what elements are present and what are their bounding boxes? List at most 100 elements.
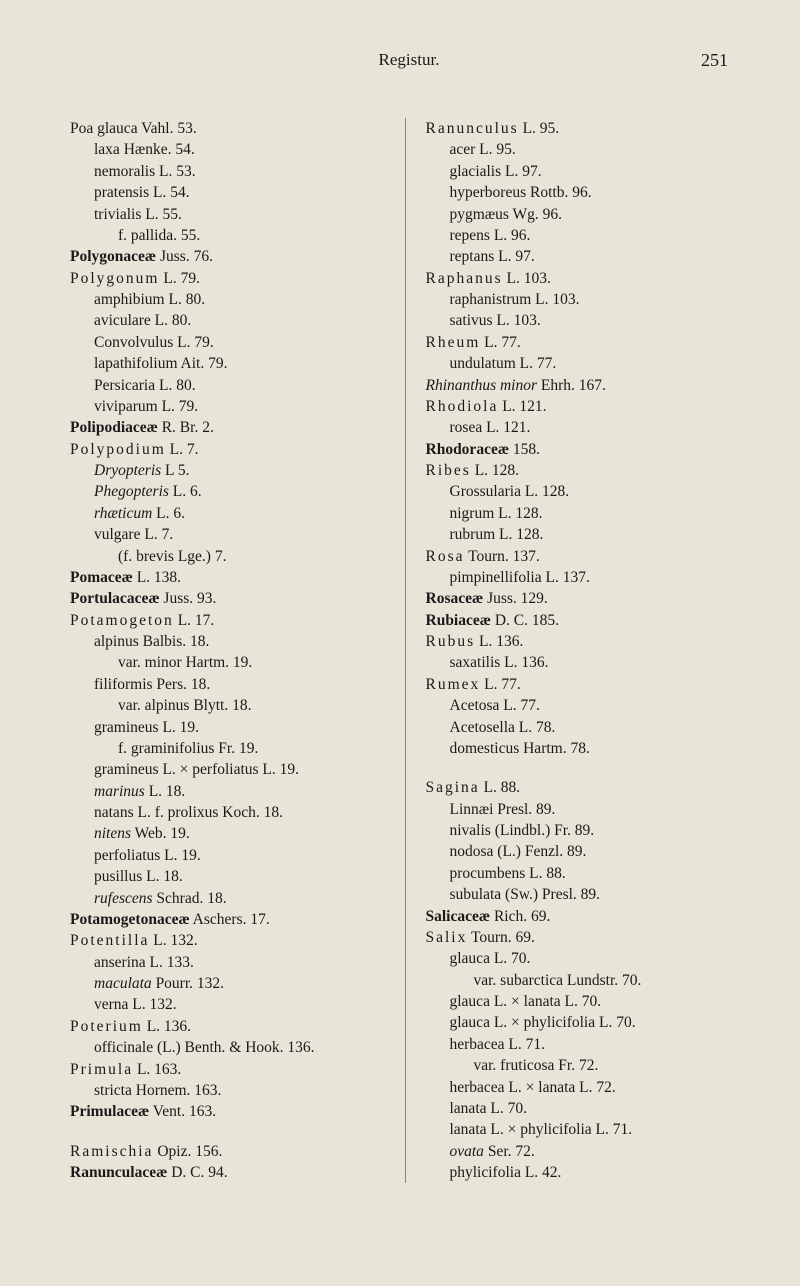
index-entry: gramineus L. 19. [70,717,393,738]
index-entry: rufescens Schrad. 18. [70,888,393,909]
index-entry: Portulacaceæ Juss. 93. [70,588,393,609]
index-entry: nemoralis L. 53. [70,161,393,182]
index-entry: Persicaria L. 80. [70,375,393,396]
index-entry: Rhodoraceæ 158. [426,439,749,460]
index-entry: Rumex L. 77. [426,674,749,695]
index-entry: nigrum L. 128. [426,503,749,524]
index-entry: Acetosa L. 77. [426,695,749,716]
index-entry: Rosaceæ Juss. 129. [426,588,749,609]
index-entry: Poa glauca Vahl. 53. [70,118,393,139]
index-entry: Polygonum L. 79. [70,268,393,289]
index-entry: gramineus L. × perfoliatus L. 19. [70,759,393,780]
index-entry: glauca L. 70. [426,948,749,969]
index-entry: verna L. 132. [70,994,393,1015]
index-entry: Dryopteris L 5. [70,460,393,481]
index-entry: glacialis L. 97. [426,161,749,182]
index-entry: lanata L. × phylicifolia L. 71. [426,1119,749,1140]
index-entry: Rhinanthus minor Ehrh. 167. [426,375,749,396]
gap [70,1123,393,1141]
page-number: 251 [701,50,728,71]
index-entry: Ranunculaceæ D. C. 94. [70,1162,393,1183]
index-entry: sativus L. 103. [426,310,749,331]
index-entry: trivialis L. 55. [70,204,393,225]
index-entry: Salix Tourn. 69. [426,927,749,948]
index-entry: pimpinellifolia L. 137. [426,567,749,588]
index-entry: saxatilis L. 136. [426,652,749,673]
index-entry: Pomaceæ L. 138. [70,567,393,588]
index-entry: Potamogetonaceæ Aschers. 17. [70,909,393,930]
index-entry: lanata L. 70. [426,1098,749,1119]
page-header: Registur. 251 [70,50,748,74]
index-entry: Rhodiola L. 121. [426,396,749,417]
index-entry: vulgare L. 7. [70,524,393,545]
index-entry: Poterium L. 136. [70,1016,393,1037]
index-entry: nivalis (Lindbl.) Fr. 89. [426,820,749,841]
index-entry: Rheum L. 77. [426,332,749,353]
columns: Poa glauca Vahl. 53.laxa Hænke. 54.nemor… [70,118,748,1183]
index-entry: lapathifolium Ait. 79. [70,353,393,374]
index-entry: procumbens L. 88. [426,863,749,884]
index-entry: Convolvulus L. 79. [70,332,393,353]
index-entry: rhæticum L. 6. [70,503,393,524]
index-entry: rubrum L. 128. [426,524,749,545]
gap [426,759,749,777]
index-entry: laxa Hænke. 54. [70,139,393,160]
index-entry: perfoliatus L. 19. [70,845,393,866]
index-entry: Ramischia Opiz. 156. [70,1141,393,1162]
index-entry: glauca L. × lanata L. 70. [426,991,749,1012]
index-entry: Ribes L. 128. [426,460,749,481]
index-entry: domesticus Hartm. 78. [426,738,749,759]
index-entry: undulatum L. 77. [426,353,749,374]
index-entry: Grossularia L. 128. [426,481,749,502]
index-entry: officinale (L.) Benth. & Hook. 136. [70,1037,393,1058]
index-entry: raphanistrum L. 103. [426,289,749,310]
index-entry: (f. brevis Lge.) 7. [70,546,393,567]
index-entry: ovata Ser. 72. [426,1141,749,1162]
index-entry: acer L. 95. [426,139,749,160]
index-entry: Raphanus L. 103. [426,268,749,289]
page: Registur. 251 Poa glauca Vahl. 53.laxa H… [0,0,800,1286]
index-entry: Phegopteris L. 6. [70,481,393,502]
header-title: Registur. [379,50,440,70]
right-column: Ranunculus L. 95.acer L. 95.glacialis L.… [406,118,749,1183]
index-entry: subulata (Sw.) Presl. 89. [426,884,749,905]
index-entry: nitens Web. 19. [70,823,393,844]
index-entry: Rubiaceæ D. C. 185. [426,610,749,631]
index-entry: Rubus L. 136. [426,631,749,652]
index-entry: f. pallida. 55. [70,225,393,246]
index-entry: Primula L. 163. [70,1059,393,1080]
index-entry: pusillus L. 18. [70,866,393,887]
index-entry: pratensis L. 54. [70,182,393,203]
index-entry: Salicaceæ Rich. 69. [426,906,749,927]
index-entry: Potentilla L. 132. [70,930,393,951]
index-entry: repens L. 96. [426,225,749,246]
index-entry: var. alpinus Blytt. 18. [70,695,393,716]
index-entry: glauca L. × phylicifolia L. 70. [426,1012,749,1033]
index-entry: var. fruticosa Fr. 72. [426,1055,749,1076]
index-entry: herbacea L. 71. [426,1034,749,1055]
index-entry: Ranunculus L. 95. [426,118,749,139]
index-entry: Polipodiaceæ R. Br. 2. [70,417,393,438]
index-entry: Linnæi Presl. 89. [426,799,749,820]
index-entry: Acetosella L. 78. [426,717,749,738]
index-entry: marinus L. 18. [70,781,393,802]
index-entry: Polypodium L. 7. [70,439,393,460]
index-entry: anserina L. 133. [70,952,393,973]
index-entry: filiformis Pers. 18. [70,674,393,695]
index-entry: Sagina L. 88. [426,777,749,798]
index-entry: pygmæus Wg. 96. [426,204,749,225]
index-entry: Rosa Tourn. 137. [426,546,749,567]
index-entry: aviculare L. 80. [70,310,393,331]
index-entry: maculata Pourr. 132. [70,973,393,994]
left-column: Poa glauca Vahl. 53.laxa Hænke. 54.nemor… [70,118,406,1183]
index-entry: herbacea L. × lanata L. 72. [426,1077,749,1098]
index-entry: phylicifolia L. 42. [426,1162,749,1183]
index-entry: natans L. f. prolixus Koch. 18. [70,802,393,823]
index-entry: f. graminifolius Fr. 19. [70,738,393,759]
index-entry: Polygonaceæ Juss. 76. [70,246,393,267]
index-entry: var. subarctica Lundstr. 70. [426,970,749,991]
index-entry: nodosa (L.) Fenzl. 89. [426,841,749,862]
index-entry: var. minor Hartm. 19. [70,652,393,673]
index-entry: Potamogeton L. 17. [70,610,393,631]
index-entry: reptans L. 97. [426,246,749,267]
